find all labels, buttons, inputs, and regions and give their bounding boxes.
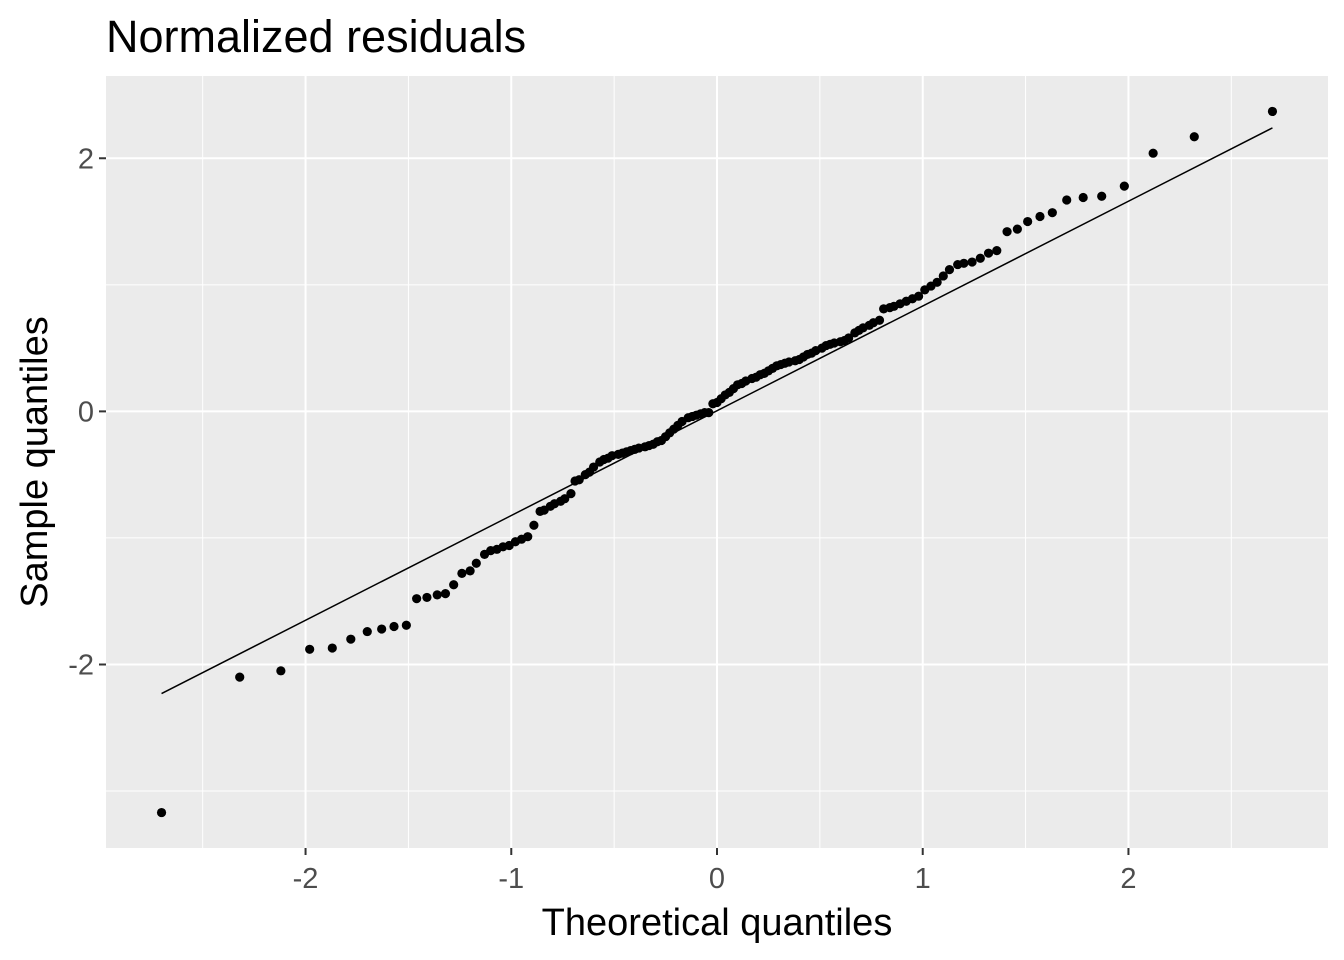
data-point xyxy=(1062,195,1072,205)
data-point xyxy=(983,248,994,258)
x-tick-label: 0 xyxy=(709,863,725,895)
data-point xyxy=(401,620,411,630)
data-point xyxy=(967,257,977,267)
data-point xyxy=(346,634,356,644)
data-point xyxy=(1012,224,1022,234)
data-point xyxy=(1189,132,1199,142)
data-points xyxy=(156,106,1278,818)
data-point xyxy=(938,271,948,281)
data-point xyxy=(844,333,854,343)
reference-line xyxy=(161,127,1273,695)
data-point xyxy=(449,580,459,590)
data-point xyxy=(432,590,442,600)
data-point xyxy=(588,462,599,472)
data-point xyxy=(422,592,432,603)
y-axis-title: Sample quantiles xyxy=(14,316,56,608)
y-tick-label: -2 xyxy=(68,649,94,681)
data-point xyxy=(412,594,422,604)
data-point xyxy=(362,626,372,637)
data-point xyxy=(874,315,885,325)
data-point xyxy=(276,666,286,676)
data-point xyxy=(389,621,399,632)
x-tick-label: 1 xyxy=(915,863,931,895)
data-point xyxy=(529,520,539,530)
data-point xyxy=(305,644,315,654)
data-point xyxy=(959,258,969,268)
x-axis-title: Theoretical quantiles xyxy=(542,902,893,944)
data-point xyxy=(932,277,942,287)
data-point xyxy=(1002,227,1012,237)
grid-lines xyxy=(106,76,1328,848)
data-point xyxy=(377,624,387,634)
data-point xyxy=(1097,191,1107,201)
data-point xyxy=(1023,216,1033,227)
data-point xyxy=(457,568,467,578)
y-tick-label: 0 xyxy=(78,396,94,428)
data-point xyxy=(574,475,584,485)
data-point xyxy=(1078,192,1088,203)
x-tick-label: -1 xyxy=(498,863,524,895)
axes: -2 -1 0 1 2 -2 0 2 xyxy=(68,143,1136,895)
data-point xyxy=(975,253,985,263)
x-tick-label: -2 xyxy=(293,863,319,895)
data-point xyxy=(465,566,475,576)
data-point xyxy=(1119,181,1129,191)
data-point xyxy=(1047,208,1057,218)
data-point xyxy=(1267,106,1278,117)
data-point xyxy=(560,494,570,504)
data-point xyxy=(235,672,245,682)
data-point xyxy=(914,291,924,301)
data-point xyxy=(566,489,576,499)
y-tick-label: 2 xyxy=(78,143,94,175)
data-point xyxy=(944,265,955,275)
data-point xyxy=(440,589,451,599)
reference-line-layer xyxy=(161,127,1273,695)
data-point xyxy=(1148,148,1158,158)
data-point xyxy=(327,643,337,653)
data-point xyxy=(704,408,714,418)
x-tick-label: 2 xyxy=(1120,863,1136,895)
data-point xyxy=(156,807,167,818)
data-point xyxy=(523,532,533,542)
plot-title: Normalized residuals xyxy=(106,11,526,62)
data-point xyxy=(1035,211,1045,222)
data-point xyxy=(992,246,1002,256)
data-point xyxy=(471,558,481,568)
